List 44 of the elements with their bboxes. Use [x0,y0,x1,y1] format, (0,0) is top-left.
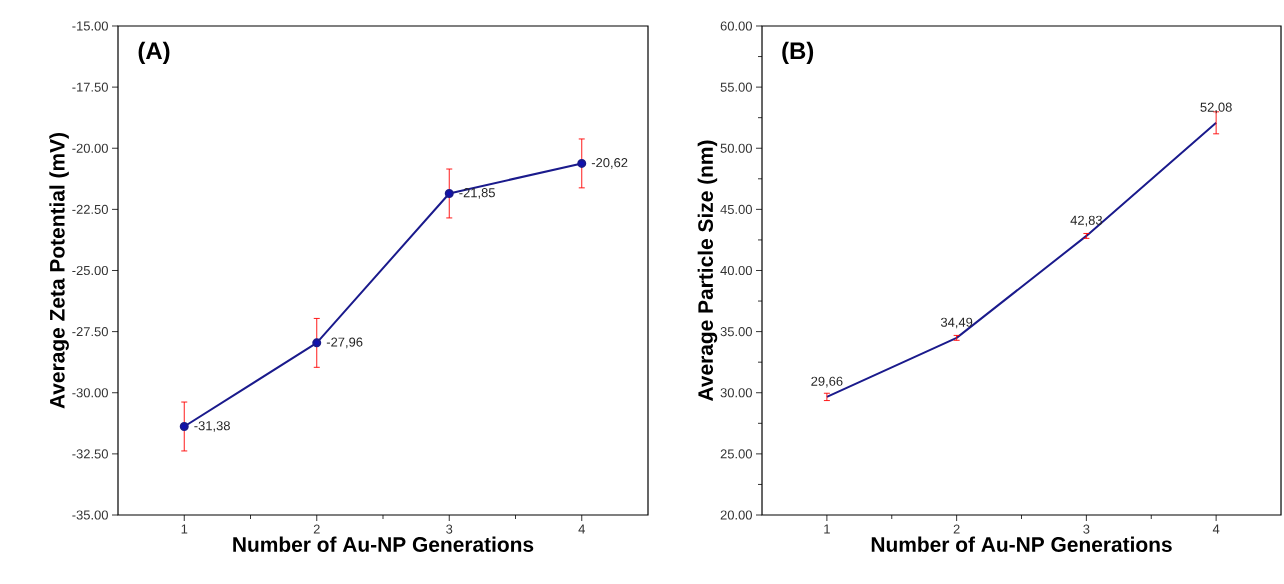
y-tick-label: 60.00 [720,21,752,31]
data-label: 42,83 [1070,215,1103,227]
y-tick-label: 30.00 [720,388,752,398]
data-label: 29,66 [811,376,843,388]
data-label: 34,49 [940,317,973,329]
x-tick-label: 3 [1083,524,1090,534]
data-label: -31,38 [194,421,230,432]
point [312,338,322,348]
point [444,188,454,198]
y-axis-title: Average Zeta Potential (mV) [49,133,69,409]
y-tick-label: -20.00 [72,143,108,153]
point [179,421,189,431]
annotation: (B) [782,41,814,65]
y-tick-label: 35.00 [720,327,752,337]
annotation: (A) [138,41,170,65]
y-tick-label: -15.00 [72,21,108,31]
x-tick-label: 1 [181,524,188,534]
y-tick-label: -22.50 [72,204,108,214]
x-tick-label: 1 [824,524,830,534]
y-tick-label: 50.00 [720,143,752,153]
x-tick-label: 3 [446,524,453,534]
x-tick-label: 4 [1212,524,1220,534]
y-tick-label: -25.00 [72,265,108,276]
y-tick-label: -32.50 [72,449,108,459]
y-tick-label: 25.00 [720,449,752,459]
x-tick-label: 2 [953,524,960,534]
data-label: -20,62 [591,158,628,169]
x-tick-label: 4 [578,524,585,534]
y-tick-label: -30.00 [72,388,108,398]
point [577,158,587,168]
y-tick-label: 20.00 [720,510,752,520]
y-tick-label: 55.00 [720,82,752,92]
y-tick-label: -17.50 [72,82,108,92]
y-tick-label: -27.50 [72,327,108,337]
y-tick-label: 40.00 [720,265,752,276]
data-label: -21,85 [459,188,495,199]
data-label: -27,96 [326,337,363,349]
x-axis-title: Number of Au-NP Generations [871,536,1172,552]
x-tick-label: 2 [313,524,320,534]
data-label: 52,08 [1200,102,1232,114]
x-axis-title: Number of Au-NP Generations [233,536,534,552]
y-tick-label: 45.00 [720,204,752,214]
y-tick-label: -35.00 [72,510,108,520]
y-axis-title: Average Particle Size (nm) [697,140,718,401]
